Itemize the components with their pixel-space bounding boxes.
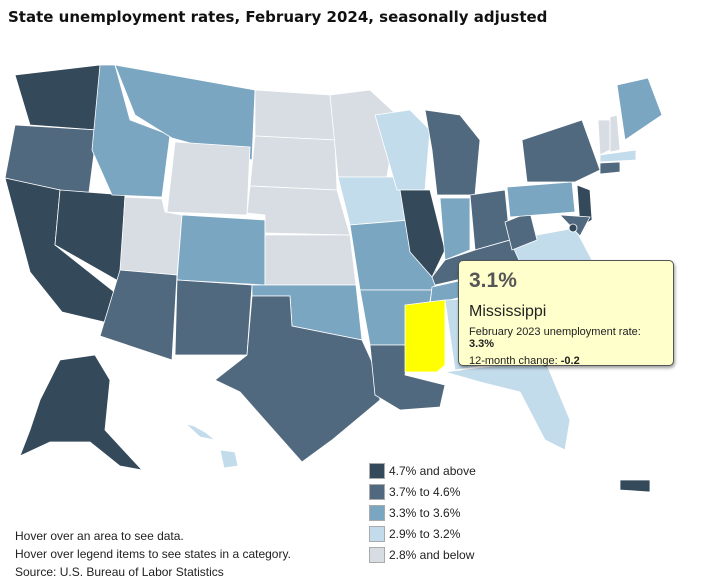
- legend-swatch: [369, 504, 385, 521]
- state-pennsylvania[interactable]: [506, 181, 576, 218]
- state-wisconsin[interactable]: [374, 109, 431, 191]
- legend-label: 2.9% to 3.2%: [389, 526, 461, 541]
- change-label: 12-month change:: [469, 355, 561, 367]
- state-michigan[interactable]: [424, 109, 481, 196]
- state-tooltip: 3.1% Mississippi February 2023 unemploym…: [458, 260, 674, 367]
- legend-label: 3.7% to 4.6%: [389, 484, 461, 499]
- prev-value: 3.3%: [469, 338, 495, 350]
- state-connecticut[interactable]: [599, 161, 621, 175]
- state-hawaii-islands[interactable]: [185, 423, 216, 441]
- legend-item[interactable]: 3.7% to 4.6%: [369, 481, 476, 502]
- state-new-mexico[interactable]: [174, 279, 253, 356]
- state-hawaii[interactable]: [219, 449, 239, 469]
- state-texas[interactable]: [214, 295, 381, 463]
- state-alaska[interactable]: [19, 354, 144, 471]
- legend-swatch: [369, 525, 385, 542]
- state-vermont[interactable]: [597, 119, 611, 156]
- tooltip-change: 12-month change: -0.2: [469, 355, 663, 367]
- map-title: State unemployment rates, February 2024,…: [8, 8, 548, 26]
- state-puerto-rico[interactable]: [619, 479, 651, 493]
- legend-item[interactable]: 2.9% to 3.2%: [369, 523, 476, 544]
- legend-swatch: [369, 462, 385, 479]
- tooltip-rate: 3.1%: [469, 269, 517, 292]
- state-new-york[interactable]: [521, 119, 601, 183]
- legend-item[interactable]: 3.3% to 3.6%: [369, 502, 476, 523]
- tooltip-prev-rate: February 2023 unemployment rate: 3.3%: [469, 326, 663, 350]
- state-ohio[interactable]: [469, 189, 511, 251]
- state-kansas[interactable]: [264, 234, 357, 286]
- legend-swatch: [369, 546, 385, 563]
- tooltip-state: Mississippi: [469, 303, 547, 320]
- source-note: Source: U.S. Bureau of Labor Statistics: [15, 565, 224, 579]
- state-nebraska[interactable]: [246, 185, 351, 236]
- state-florida[interactable]: [444, 359, 571, 451]
- note-hover-legend: Hover over legend items to see states in…: [15, 547, 291, 561]
- legend: 4.7% and above 3.7% to 4.6% 3.3% to 3.6%…: [369, 460, 476, 565]
- legend-item[interactable]: 4.7% and above: [369, 460, 476, 481]
- state-north-dakota[interactable]: [254, 89, 336, 141]
- state-new-hampshire[interactable]: [609, 114, 621, 153]
- state-arizona[interactable]: [99, 269, 178, 361]
- note-hover-area: Hover over an area to see data.: [15, 529, 184, 543]
- state-mississippi[interactable]: [404, 299, 446, 373]
- state-idaho[interactable]: [91, 64, 171, 198]
- change-value: -0.2: [560, 355, 580, 367]
- legend-label: 3.3% to 3.6%: [389, 505, 461, 520]
- legend-item[interactable]: 2.8% and below: [369, 544, 476, 565]
- state-colorado[interactable]: [176, 214, 266, 286]
- legend-label: 4.7% and above: [389, 463, 476, 478]
- prev-label: February 2023 unemployment rate:: [469, 326, 641, 338]
- state-wyoming[interactable]: [166, 141, 251, 216]
- state-south-dakota[interactable]: [249, 135, 338, 191]
- state-maine[interactable]: [616, 77, 663, 141]
- legend-label: 2.8% and below: [389, 547, 475, 562]
- legend-swatch: [369, 483, 385, 500]
- state-washington[interactable]: [14, 64, 101, 131]
- state-illinois[interactable]: [399, 189, 446, 278]
- state-massachusetts[interactable]: [599, 149, 637, 163]
- district-of-columbia[interactable]: [568, 223, 578, 233]
- state-indiana[interactable]: [439, 197, 471, 261]
